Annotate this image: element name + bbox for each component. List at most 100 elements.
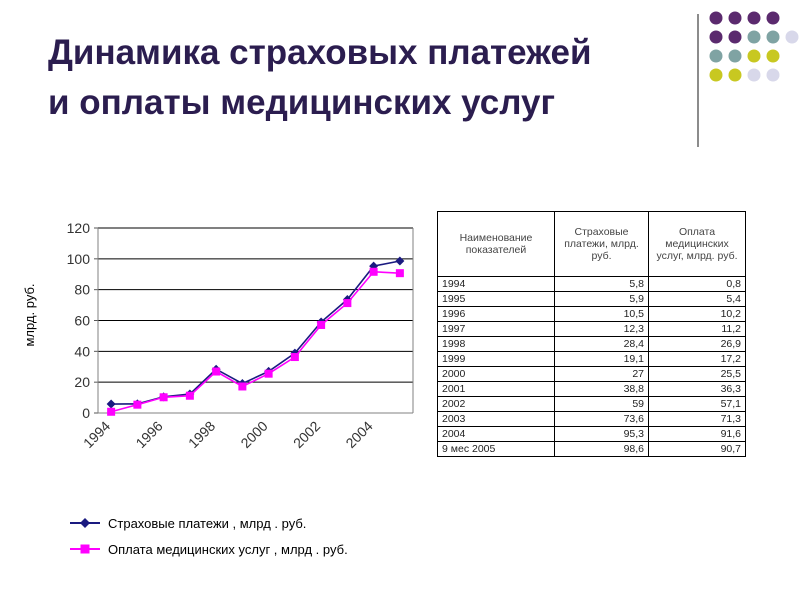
decorative-dot: [709, 30, 723, 44]
table-header-medical: Оплата медицинских услуг, млрд. руб.: [648, 211, 746, 277]
table-row: 1994 5,8 0,8: [437, 276, 746, 292]
table-cell-year: 1995: [437, 291, 555, 307]
table-cell-insurance: 12,3: [554, 321, 649, 337]
table-cell-medical: 0,8: [648, 276, 746, 292]
table-cell-medical: 26,9: [648, 336, 746, 352]
chart-series: [106, 256, 405, 416]
data-point-insurance: [395, 256, 405, 266]
data-point-medical: [369, 267, 378, 276]
table-cell-insurance: 95,3: [554, 426, 649, 442]
decorative-dot: [728, 11, 742, 25]
x-tick-label: 1996: [132, 418, 165, 451]
x-tick-label: 1998: [185, 418, 218, 451]
table-cell-medical: 90,7: [648, 441, 746, 457]
data-table: Наименование показателей Страховые плате…: [437, 211, 746, 457]
legend-label-insurance: Страховые платежи , млрд . руб.: [108, 515, 307, 531]
line-chart: 0 20 40 60 80 100 120 1994 1996 1998 2000 2002 2004…: [22, 220, 414, 451]
legend-label-medical: Оплата медицинских услуг , млрд . руб.: [108, 541, 348, 557]
table-cell-medical: 17,2: [648, 351, 746, 367]
table-row: 9 мес 2005 98,6 90,7: [437, 441, 746, 457]
table-cell-medical: 25,5: [648, 366, 746, 382]
y-tick-label: 40: [74, 343, 90, 359]
table-cell-insurance: 5,9: [554, 291, 649, 307]
y-tick-label: 20: [74, 374, 90, 390]
data-point-medical: [264, 369, 273, 378]
table-header-row: Наименование показателей Страховые плате…: [437, 211, 746, 277]
y-tick-label: 80: [74, 282, 90, 298]
table-cell-insurance: 38,8: [554, 381, 649, 397]
table-cell-insurance: 73,6: [554, 411, 649, 427]
table-cell-year: 9 мес 2005: [437, 441, 555, 457]
y-axis-label: млрд. руб.: [22, 283, 37, 346]
table-row: 2003 73,6 71,3: [437, 411, 746, 427]
table-cell-year: 2004: [437, 426, 555, 442]
legend-item-insurance: Страховые платежи , млрд . руб.: [68, 510, 348, 536]
x-tick-labels: 1994 1996 1998 2000 2002 2004: [80, 418, 376, 451]
x-tick-label: 2004: [342, 418, 375, 451]
table-cell-medical: 57,1: [648, 396, 746, 412]
decorative-dot: [709, 49, 723, 63]
data-point-medical: [290, 353, 299, 362]
title-line-2: и оплаты медицинских услуг: [48, 83, 556, 122]
table-row: 1997 12,3 11,2: [437, 321, 746, 337]
table-cell-insurance: 59: [554, 396, 649, 412]
table-cell-insurance: 28,4: [554, 336, 649, 352]
table-row: 1995 5,9 5,4: [437, 291, 746, 307]
data-point-medical: [212, 367, 221, 376]
slide-title: Динамика страховых платежей и оплаты мед…: [48, 28, 688, 128]
y-tick-label: 120: [67, 220, 91, 236]
table-cell-medical: 11,2: [648, 321, 746, 337]
decorative-dot: [747, 11, 761, 25]
table-row: 2004 95,3 91,6: [437, 426, 746, 442]
legend-item-medical: Оплата медицинских услуг , млрд . руб.: [68, 536, 348, 562]
table-row: 1999 19,1 17,2: [437, 351, 746, 367]
table-header-indicator: Наименование показателей: [437, 211, 555, 277]
table-cell-year: 1997: [437, 321, 555, 337]
table-row: 1998 28,4 26,9: [437, 336, 746, 352]
table-cell-year: 2002: [437, 396, 555, 412]
data-point-medical: [343, 299, 352, 308]
table-cell-year: 2001: [437, 381, 555, 397]
decorative-dot: [728, 68, 742, 82]
data-point-medical: [133, 400, 142, 409]
table-cell-medical: 91,6: [648, 426, 746, 442]
square-marker-icon: [70, 544, 100, 554]
decorative-dot-grid: [709, 11, 799, 82]
decorative-dot: [766, 30, 780, 44]
table-cell-year: 2003: [437, 411, 555, 427]
table-cell-medical: 71,3: [648, 411, 746, 427]
table-cell-year: 1998: [437, 336, 555, 352]
x-tick-label: 2000: [237, 418, 270, 451]
data-point-insurance: [106, 399, 116, 409]
decorative-dot: [709, 11, 723, 25]
decorative-dot: [747, 30, 761, 44]
title-line-1: Динамика страховых платежей: [48, 33, 592, 72]
table-row: 1996 10,5 10,2: [437, 306, 746, 322]
x-tick-label: 1994: [80, 418, 113, 451]
decorative-dot: [747, 49, 761, 63]
data-point-medical: [185, 391, 194, 400]
decorative-dot: [709, 68, 723, 82]
table-cell-insurance: 19,1: [554, 351, 649, 367]
table-cell-insurance: 10,5: [554, 306, 649, 322]
table-cell-insurance: 5,8: [554, 276, 649, 292]
y-tick-label: 0: [82, 405, 90, 421]
decorative-dot: [728, 49, 742, 63]
data-point-medical: [238, 382, 247, 391]
table-row: 2000 27 25,5: [437, 366, 746, 382]
table-header-insurance: Страховые платежи, млрд. руб.: [554, 211, 649, 277]
y-tick-label: 60: [74, 313, 90, 329]
diamond-marker-icon: [70, 518, 100, 528]
table-cell-medical: 5,4: [648, 291, 746, 307]
decorative-dot: [747, 68, 761, 82]
table-cell-medical: 36,3: [648, 381, 746, 397]
decorative-dot: [766, 11, 780, 25]
table-cell-year: 1996: [437, 306, 555, 322]
chart-grid: [94, 227, 414, 414]
decorative-dot: [766, 49, 780, 63]
table-cell-year: 1994: [437, 276, 555, 292]
y-tick-label: 100: [67, 251, 91, 267]
table-row: 2002 59 57,1: [437, 396, 746, 412]
table-cell-year: 2000: [437, 366, 555, 382]
series-line-medical: [110, 270, 400, 413]
